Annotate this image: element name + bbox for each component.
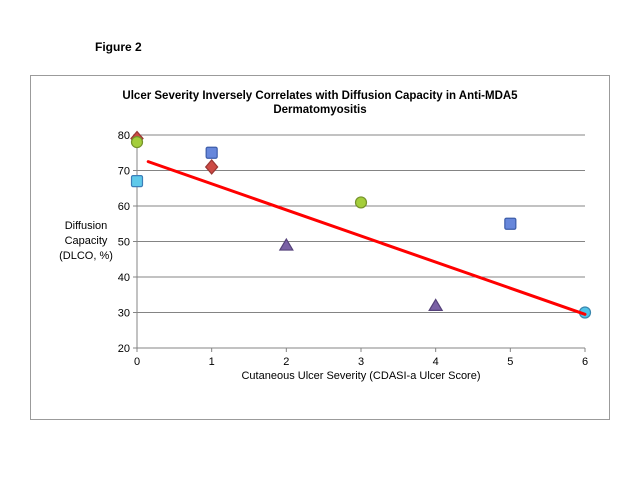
- y-tick-label: 60: [118, 201, 130, 213]
- marker-green-circle: [354, 196, 368, 209]
- chart-container: Ulcer Severity Inversely Correlates with…: [30, 75, 610, 420]
- x-tick-label: 2: [283, 356, 289, 368]
- x-tick-label: 0: [134, 356, 140, 368]
- y-axis-label-line1: Diffusion: [64, 220, 108, 232]
- chart-title: Ulcer Severity Inversely Correlates with…: [31, 89, 609, 117]
- y-tick-label: 50: [118, 237, 130, 249]
- y-tick-label: 70: [118, 166, 130, 178]
- marker-purple-triangle: [428, 298, 444, 311]
- y-tick-label: 20: [118, 343, 130, 355]
- x-tick-label: 4: [433, 356, 439, 368]
- marker-blue-square: [504, 217, 517, 230]
- x-tick-label: 1: [209, 356, 215, 368]
- marker-blue-square: [205, 146, 218, 159]
- x-tick-label: 5: [507, 356, 513, 368]
- y-axis-label-line3: (DLCO, %): [59, 250, 113, 262]
- chart-title-line2: Dermatomyositis: [273, 104, 367, 116]
- x-tick-label: 3: [358, 356, 364, 368]
- chart-title-line1: Ulcer Severity Inversely Correlates with…: [122, 90, 518, 102]
- y-tick-label: 30: [118, 308, 130, 320]
- x-axis-label: Cutaneous Ulcer Severity (CDASI-a Ulcer …: [241, 370, 481, 382]
- marker-red-diamond: [204, 159, 219, 175]
- y-axis-label-line2: Capacity: [64, 235, 108, 247]
- x-tick-label: 6: [582, 356, 588, 368]
- marker-purple-triangle: [278, 237, 294, 251]
- marker-green-circle: [130, 135, 144, 149]
- trendline: [146, 160, 587, 316]
- y-axis-label: Diffusion Capacity (DLCO, %): [39, 219, 133, 264]
- y-tick-label: 80: [118, 130, 130, 142]
- y-tick-label: 40: [118, 272, 130, 284]
- scatter-plot: 20 30 40 50 60 70 80 0 1 2 3 4 5 6: [118, 130, 592, 368]
- marker-cyan-square: [130, 175, 144, 188]
- figure-label: Figure 2: [95, 40, 142, 54]
